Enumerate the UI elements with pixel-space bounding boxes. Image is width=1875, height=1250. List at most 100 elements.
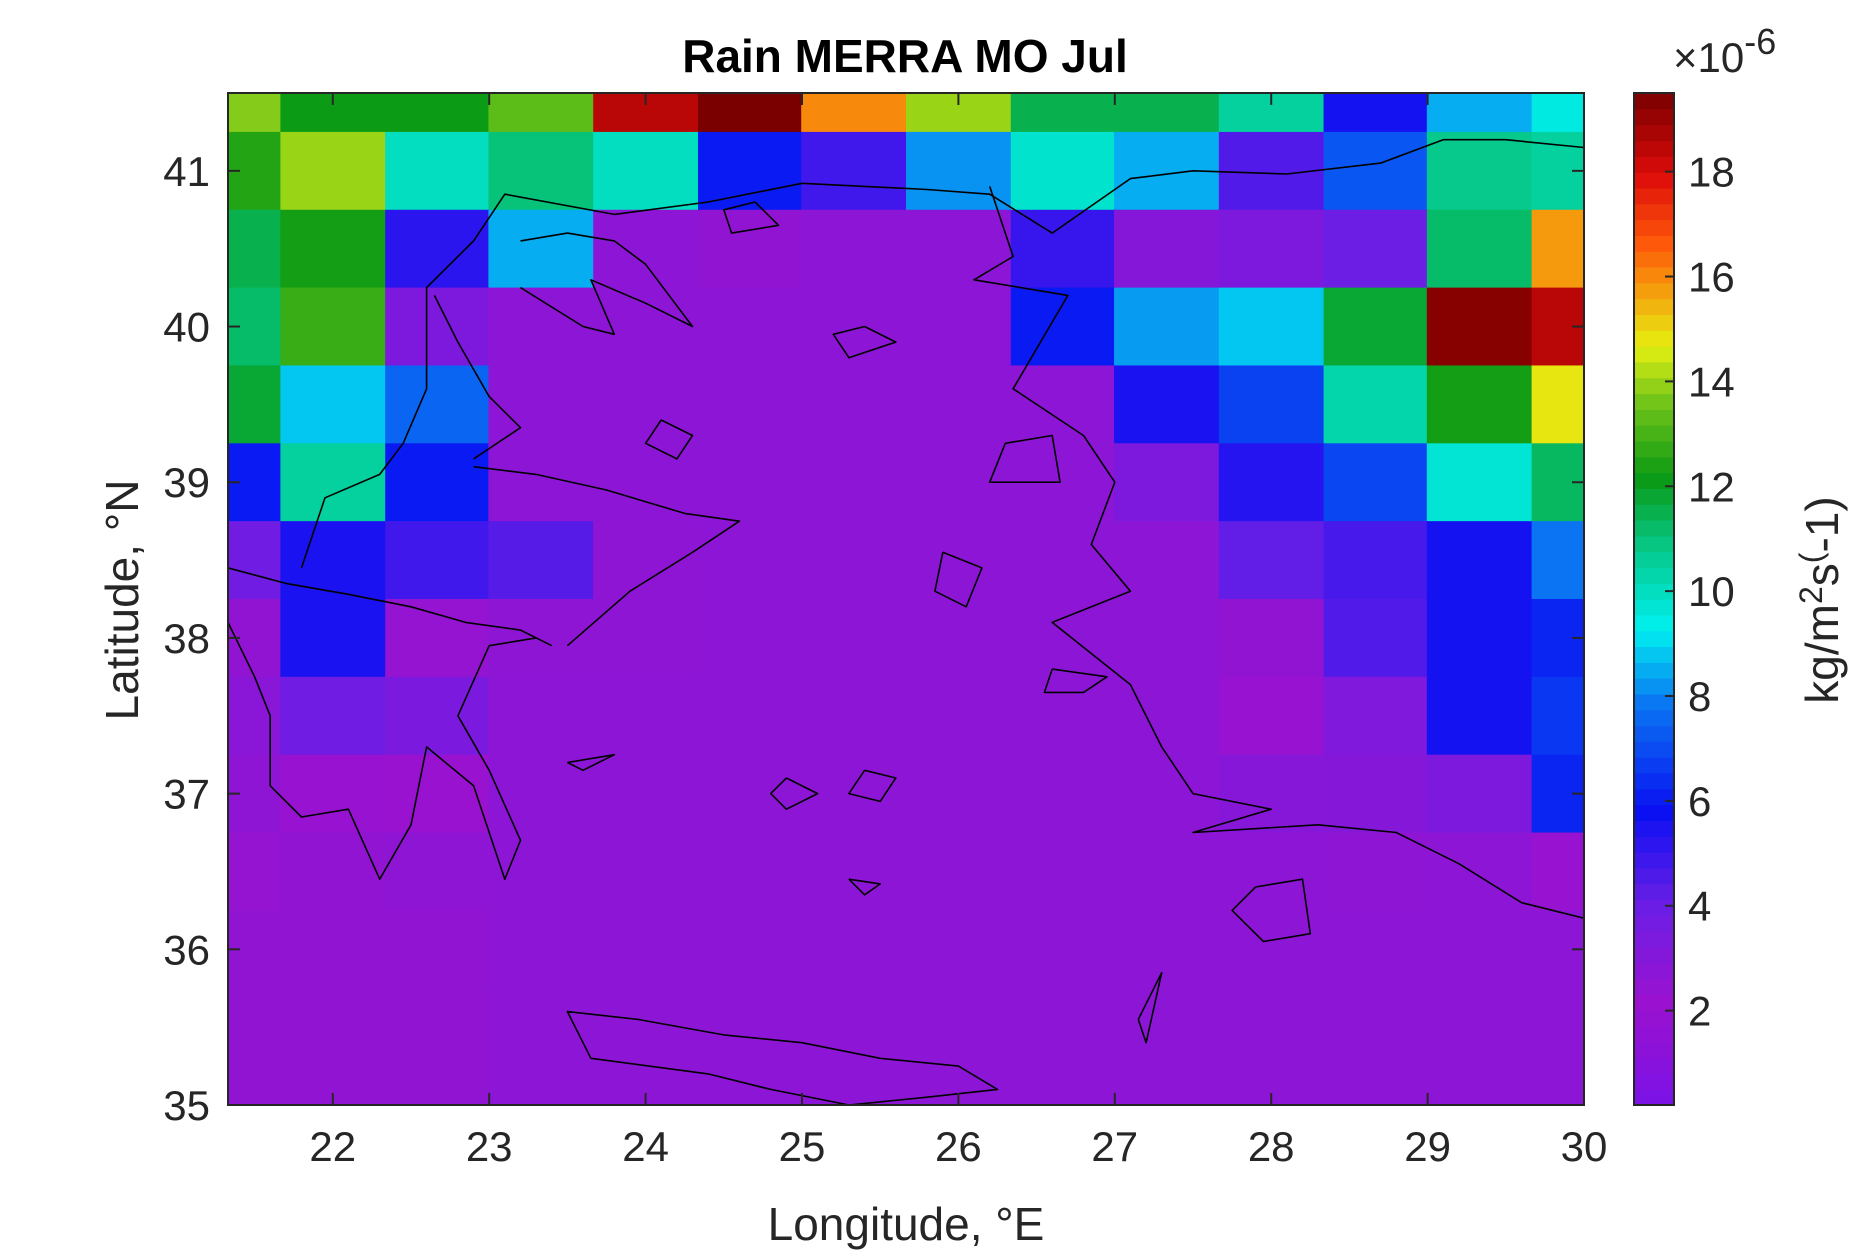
x-tick-label: 24 [622,1123,669,1170]
map-title: Rain MERRA MO Jul [682,30,1128,82]
heatmap-cell [488,832,594,911]
heatmap-cell [385,1066,491,1105]
colorbar-segment [1634,472,1674,489]
heatmap-cell [385,910,491,989]
heatmap-cell [697,287,804,367]
colorbar-segment [1634,836,1674,853]
heatmap-cell [1114,988,1220,1067]
heatmap-cell [228,209,281,289]
colorbar-frame [1633,92,1675,1106]
heatmap-cell [1218,287,1325,367]
heatmap-cell [801,832,907,911]
colorbar-segment [1634,488,1674,505]
colorbar-segment [1634,867,1674,885]
colorbar-segment [1634,804,1674,821]
coastline [988,434,1061,483]
heatmap-cell [1010,1066,1117,1105]
heatmap-cell [488,754,594,834]
colorbar-segment [1634,978,1674,995]
heatmap-cell [1323,93,1429,133]
heatmap-cell [697,832,804,911]
heatmap-cell [593,131,699,211]
heatmap-cell [697,209,804,289]
heatmap-cell [488,131,594,211]
heatmap-cell [906,676,1012,756]
colorbar-segment [1634,93,1674,110]
heatmap-cell [385,599,491,678]
coastline [973,186,1584,919]
colorbar-tick-label: 4 [1688,883,1711,930]
heatmap-cell [385,287,491,367]
coastline [566,1010,999,1105]
heatmap-cell [1218,209,1325,289]
colorbar-segment [1634,172,1674,189]
coastline [228,622,537,880]
y-tick-label: 41 [163,148,210,195]
heatmap-cell [593,443,699,522]
coastlines [228,138,1584,1105]
coastline [1231,878,1312,943]
heatmap-cell [488,521,594,600]
plot-frame [227,92,1585,1106]
heatmap-cell [1218,754,1325,834]
heatmap-cell [385,832,491,911]
heatmap-cell [228,832,281,911]
colorbar-segment [1634,693,1674,711]
heatmap-cell [1426,599,1533,678]
colorbar-segment [1634,899,1674,916]
heatmap-cell [1010,988,1117,1067]
heatmap-cell [697,754,804,834]
colorbar-segment [1634,314,1674,331]
colorbar-exponent: ×10-6 [1673,21,1776,81]
heatmap-cell [1323,754,1429,834]
colorbar-segment [1634,599,1674,616]
colorbar-segment [1634,140,1674,157]
heatmap-cell [1426,93,1533,133]
heatmap-cell [280,365,386,444]
colorbar-tick-label: 10 [1688,568,1735,615]
coastline [848,878,881,896]
colorbar-exponent-power: -6 [1744,21,1776,62]
heatmap-cell [385,443,491,522]
heatmap-cell [1010,676,1117,756]
heatmap-cell [228,93,281,133]
heatmap-cell [1218,832,1325,911]
colorbar-segment [1634,630,1674,648]
heatmap-cell [1010,754,1117,834]
heatmap-cell [697,676,804,756]
y-axis-ticks: 35 36 37 38 39 40 41 [163,148,1584,1129]
heatmap-cell [1426,209,1533,289]
heatmap-cell [1218,599,1325,678]
heatmap-cell [385,676,491,756]
heatmap-cell [906,832,1012,911]
heatmap-cell [697,365,804,444]
x-tick-label: 22 [309,1123,356,1170]
heatmap-cell [228,988,281,1067]
colorbar-segment [1634,883,1674,901]
heatmap-cell [1114,365,1220,444]
heatmap-cell [697,131,804,211]
coastline [832,325,897,359]
heatmap-cell [1531,209,1584,289]
colorbar-segment [1634,156,1674,173]
heatmap-cell [801,910,907,989]
colorbar-segment [1634,535,1674,553]
coastline [228,567,553,647]
colorbar-segment [1634,440,1674,458]
colorbar-segment [1634,124,1674,142]
heatmap-cell [1323,910,1429,989]
coastline [1043,668,1108,694]
heatmap-cell [1531,676,1584,756]
coastline [644,419,694,460]
colorbar-segment [1634,409,1674,426]
heatmap-cell [1114,209,1220,289]
heatmap-cell [488,1066,594,1105]
heatmap-cell [1010,93,1117,133]
coastline [848,769,897,803]
heatmap-cell [1323,1066,1429,1105]
colorbar-segment [1634,551,1674,568]
x-tick-label: 23 [466,1123,513,1170]
colorbar-segment [1634,772,1674,790]
heatmap-cell [1218,676,1325,756]
